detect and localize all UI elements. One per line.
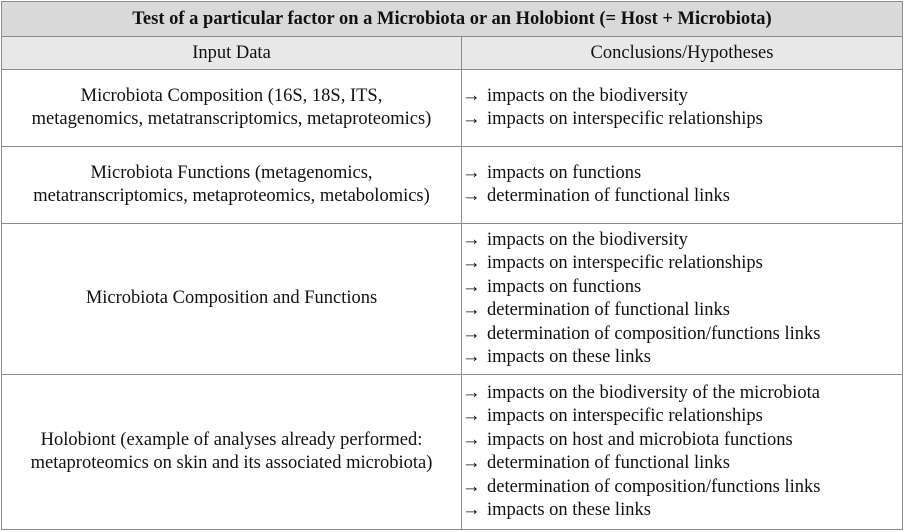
- conclusion-item: → determination of composition/functions …: [462, 476, 902, 500]
- conclusion-item: → impacts on the biodiversity of the micr…: [462, 382, 902, 406]
- right-arrow-icon: →: [462, 406, 481, 427]
- right-arrow-icon: →: [462, 109, 481, 130]
- conclusion-text: impacts on these links: [487, 347, 651, 368]
- conclusion-text: impacts on interspecific relationships: [487, 406, 763, 427]
- input-data-cell: Holobiont (example of analyses already p…: [1, 374, 462, 530]
- right-arrow-icon: →: [462, 300, 481, 321]
- table-title: Test of a particular factor on a Microbi…: [1, 0, 903, 38]
- conclusion-text: determination of composition/functions l…: [487, 323, 821, 344]
- right-arrow-icon: →: [462, 382, 481, 403]
- input-data-line: Microbiota Composition (16S, 18S, ITS,: [80, 85, 383, 106]
- right-arrow-icon: →: [462, 253, 481, 274]
- table-row: Holobiont (example of analyses already p…: [1, 374, 903, 530]
- header-row: Input Data Conclusions/Hypotheses: [1, 36, 903, 71]
- conclusions-cell: → impacts on functions → determination of …: [461, 145, 903, 225]
- right-arrow-icon: →: [462, 347, 481, 368]
- input-data-cell: Microbiota Composition and Functions: [1, 223, 462, 376]
- conclusion-text: determination of functional links: [487, 186, 731, 207]
- input-data-line: metagenomics, metatranscriptomics, metap…: [31, 109, 432, 130]
- column-header-input-data: Input Data: [1, 36, 462, 71]
- conclusion-item: → determination of functional links: [462, 452, 902, 476]
- conclusion-item: → determination of composition/functions …: [462, 323, 902, 347]
- conclusion-item: → impacts on host and microbiota function…: [462, 429, 902, 453]
- right-arrow-icon: →: [462, 85, 481, 106]
- conclusion-item: → impacts on functions: [462, 276, 902, 300]
- table-row: Microbiota Functions (metagenomics, meta…: [1, 145, 903, 225]
- table-row: Microbiota Composition and Functions → im…: [1, 223, 903, 376]
- conclusion-item: → determination of functional links: [462, 299, 902, 323]
- conclusion-text: determination of composition/functions l…: [487, 476, 821, 497]
- table-row: Microbiota Composition (16S, 18S, ITS, m…: [1, 69, 903, 147]
- conclusion-item: → impacts on the biodiversity: [462, 85, 902, 109]
- conclusions-cell: → impacts on the biodiversity → impacts on…: [461, 223, 903, 376]
- conclusion-item: → impacts on the biodiversity: [462, 229, 902, 253]
- input-data-line: Holobiont (example of analyses already p…: [40, 429, 423, 450]
- conclusion-item: → impacts on interspecific relationships: [462, 405, 902, 429]
- right-arrow-icon: →: [462, 162, 481, 183]
- input-data-cell: Microbiota Functions (metagenomics, meta…: [1, 145, 462, 225]
- conclusion-text: impacts on host and microbiota functions: [487, 429, 793, 450]
- conclusion-text: impacts on functions: [487, 276, 642, 297]
- conclusions-cell: → impacts on the biodiversity of the micr…: [461, 374, 903, 530]
- right-arrow-icon: →: [462, 276, 481, 297]
- conclusion-text: impacts on the biodiversity: [487, 229, 688, 250]
- conclusion-item: → impacts on interspecific relationships: [462, 252, 902, 276]
- conclusion-item: → impacts on these links: [462, 346, 902, 370]
- conclusion-text: impacts on these links: [487, 500, 651, 521]
- conclusion-text: determination of functional links: [487, 300, 731, 321]
- right-arrow-icon: →: [462, 476, 481, 497]
- conclusion-text: determination of functional links: [487, 453, 731, 474]
- conclusions-cell: → impacts on the biodiversity → impacts on…: [461, 69, 903, 147]
- conclusion-text: impacts on interspecific relationships: [487, 253, 763, 274]
- right-arrow-icon: →: [462, 429, 481, 450]
- right-arrow-icon: →: [462, 229, 481, 250]
- right-arrow-icon: →: [462, 453, 481, 474]
- input-data-cell: Microbiota Composition (16S, 18S, ITS, m…: [1, 69, 462, 147]
- input-data-line: metaproteomics on skin and its associate…: [30, 453, 433, 474]
- conclusion-item: → impacts on functions: [462, 162, 902, 186]
- conclusion-item: → determination of functional links: [462, 185, 902, 209]
- input-data-line: Microbiota Composition and Functions: [85, 288, 378, 309]
- input-data-line: metatranscriptomics, metaproteomics, met…: [33, 186, 430, 207]
- conclusion-item: → impacts on interspecific relationships: [462, 108, 902, 132]
- title-row: Test of a particular factor on a Microbi…: [1, 0, 903, 38]
- right-arrow-icon: →: [462, 500, 481, 521]
- column-header-conclusions: Conclusions/Hypotheses: [461, 36, 903, 71]
- conclusion-text: impacts on functions: [487, 162, 642, 183]
- conclusion-text: impacts on interspecific relationships: [487, 109, 763, 130]
- right-arrow-icon: →: [462, 186, 481, 207]
- conclusion-item: → impacts on these links: [462, 499, 902, 523]
- input-data-line: Microbiota Functions (metagenomics,: [90, 162, 373, 183]
- conclusion-text: impacts on the biodiversity of the micro…: [487, 382, 820, 403]
- conclusion-text: impacts on the biodiversity: [487, 85, 688, 106]
- right-arrow-icon: →: [462, 323, 481, 344]
